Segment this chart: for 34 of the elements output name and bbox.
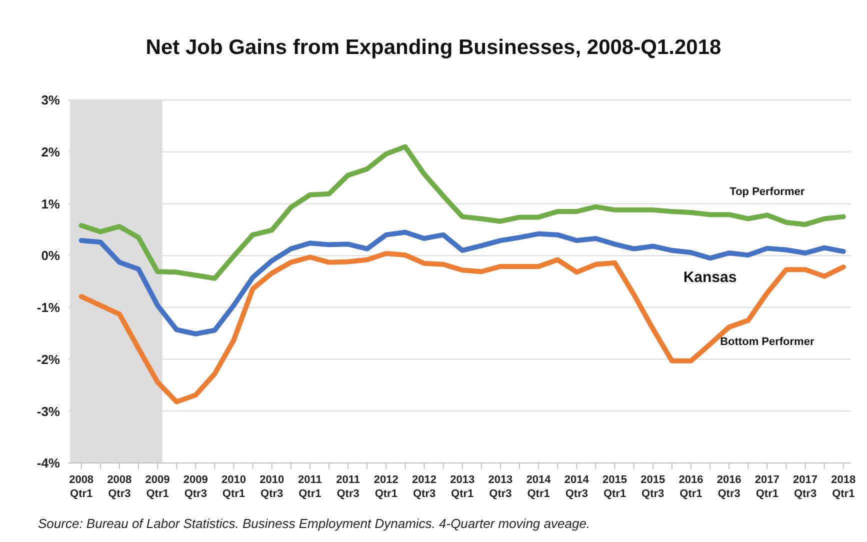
x-tick-label: 2016 Qtr1 [678,474,704,500]
x-tick-label: 2012 Qtr1 [374,474,398,500]
x-tick-label: 2016 Qtr3 [716,474,742,500]
x-tick-label: 2008 Qtr3 [107,474,132,500]
y-tick-label: 3% [41,92,60,108]
x-tick-label: 2010 Qtr1 [222,474,246,500]
x-tick-label: 2013 Qtr3 [488,474,513,500]
x-tick-label: 2012 Qtr3 [412,474,436,500]
y-tick-label: 0% [41,248,60,264]
x-tick-label: 2015 Qtr1 [602,474,628,500]
x-tick-label: 2017 Qtr3 [793,474,818,500]
x-tick-label: 2011 Qtr3 [336,474,360,500]
chart-title: Net Job Gains from Expanding Businesses, 2008-Q1.2018 [144,35,722,61]
y-tick-label: 2% [41,144,60,160]
x-tick-label: 2010 Qtr3 [260,474,284,500]
x-tick-label: 2008 Qtr1 [69,474,94,500]
y-tick-label: -1% [36,300,60,316]
source-note: Source: Bureau of Labor Statistics. Business Employment Dynamics. 4-Quarter moving aveage. [38,516,590,531]
y-tick-label: -2% [36,352,60,367]
series-label: Kansas [683,269,737,286]
x-tick-label: 2015 Qtr3 [640,474,666,500]
y-tick-label: -4% [36,456,60,471]
x-tick-label: 2013 Qtr1 [450,474,475,500]
x-tick-label: 2017 Qtr1 [754,474,780,500]
series-label: Bottom Performer [720,336,815,348]
x-tick-label: 2014 Qtr1 [526,474,552,500]
x-tick-label: 2011 Qtr1 [298,474,322,500]
y-tick-label: 1% [41,196,60,212]
x-tick-label: 2014 Qtr3 [564,474,590,500]
x-tick-label: 2009 Qtr3 [183,474,208,500]
x-tick-label: 2018 Qtr1 [831,474,856,500]
x-tick-label: 2009 Qtr1 [145,474,170,500]
y-tick-label: -3% [36,404,60,419]
series-label: Top Performer [730,186,806,198]
